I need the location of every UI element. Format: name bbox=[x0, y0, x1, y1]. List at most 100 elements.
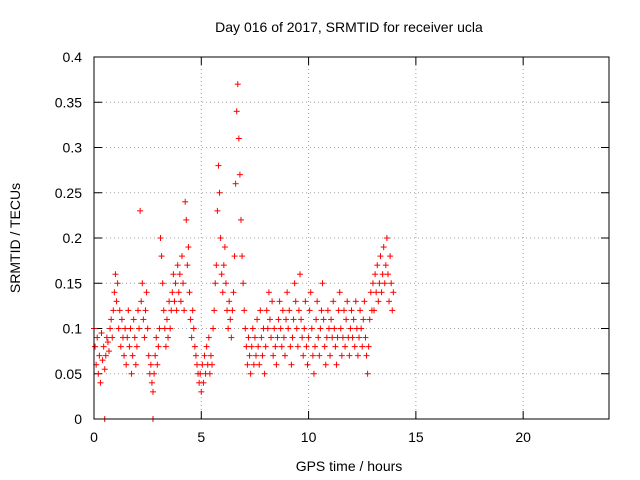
data-point bbox=[235, 135, 242, 142]
data-point bbox=[289, 334, 296, 341]
data-point bbox=[310, 370, 317, 377]
data-point bbox=[172, 280, 179, 287]
data-point bbox=[222, 280, 229, 287]
data-point bbox=[287, 343, 294, 350]
data-point bbox=[140, 316, 147, 323]
data-point bbox=[344, 298, 351, 305]
data-point bbox=[365, 343, 372, 350]
data-point bbox=[122, 325, 129, 332]
y-tick-label: 0.05 bbox=[55, 366, 82, 382]
data-point bbox=[111, 289, 118, 296]
data-point bbox=[334, 334, 341, 341]
data-point bbox=[170, 271, 177, 278]
data-point bbox=[321, 343, 328, 350]
data-point bbox=[137, 207, 144, 214]
data-point bbox=[162, 343, 169, 350]
data-point bbox=[186, 289, 193, 296]
data-point bbox=[187, 316, 194, 323]
data-point bbox=[378, 289, 385, 296]
data-point bbox=[241, 307, 248, 314]
data-point bbox=[233, 108, 240, 115]
data-point bbox=[240, 280, 247, 287]
x-axis-ticks: 0 5 10 15 20 bbox=[90, 57, 531, 445]
data-point bbox=[387, 253, 394, 260]
data-point bbox=[332, 343, 339, 350]
data-point bbox=[210, 325, 217, 332]
data-point bbox=[221, 244, 228, 251]
data-point bbox=[167, 325, 174, 332]
data-point bbox=[123, 361, 130, 368]
data-point bbox=[110, 307, 117, 314]
data-point bbox=[295, 307, 302, 314]
chart-title: Day 016 of 2017, SRMTID for receiver ucl… bbox=[215, 19, 483, 35]
data-point bbox=[285, 325, 292, 332]
data-point bbox=[232, 180, 239, 187]
data-point bbox=[379, 271, 386, 278]
data-point bbox=[174, 262, 181, 269]
data-point bbox=[117, 343, 124, 350]
y-tick-label: 0.3 bbox=[63, 140, 83, 156]
data-point bbox=[348, 307, 355, 314]
data-point bbox=[304, 361, 311, 368]
data-point bbox=[97, 379, 104, 386]
data-point bbox=[291, 280, 298, 287]
data-point bbox=[383, 235, 390, 241]
data-point bbox=[131, 334, 138, 341]
data-point bbox=[272, 343, 279, 350]
data-point bbox=[101, 366, 108, 373]
data-point bbox=[107, 325, 114, 332]
data-point bbox=[284, 289, 291, 296]
data-point bbox=[145, 352, 152, 359]
data-point bbox=[309, 352, 316, 359]
data-point bbox=[198, 388, 205, 395]
x-tick-label: 10 bbox=[301, 429, 317, 445]
data-point bbox=[299, 334, 306, 341]
data-point bbox=[331, 325, 338, 332]
plot-frame bbox=[93, 56, 610, 420]
data-point bbox=[207, 352, 214, 359]
data-point bbox=[121, 352, 128, 359]
data-point bbox=[112, 271, 119, 278]
data-point bbox=[294, 343, 301, 350]
data-point bbox=[278, 343, 285, 350]
data-point bbox=[216, 189, 223, 196]
data-point bbox=[340, 307, 347, 314]
data-point bbox=[212, 280, 219, 287]
data-point bbox=[325, 325, 332, 332]
data-point bbox=[127, 325, 134, 332]
data-point bbox=[142, 307, 149, 314]
data-point bbox=[129, 352, 136, 359]
data-point bbox=[254, 316, 261, 323]
data-point bbox=[188, 334, 195, 341]
data-point bbox=[169, 289, 176, 296]
data-point bbox=[381, 280, 388, 287]
data-point bbox=[319, 280, 326, 287]
data-point bbox=[166, 298, 173, 305]
data-point bbox=[147, 361, 154, 368]
data-point bbox=[244, 361, 251, 368]
y-tick-label: 0.4 bbox=[63, 49, 83, 65]
data-point bbox=[153, 334, 160, 341]
data-point bbox=[118, 316, 125, 323]
data-point bbox=[211, 307, 218, 314]
data-point bbox=[314, 298, 321, 305]
data-point bbox=[350, 316, 357, 323]
data-point bbox=[102, 352, 109, 359]
data-point bbox=[271, 325, 278, 332]
data-point bbox=[106, 348, 113, 355]
data-point bbox=[300, 352, 307, 359]
data-point bbox=[290, 316, 297, 323]
data-point bbox=[384, 271, 391, 278]
data-point bbox=[116, 307, 123, 314]
data-point bbox=[190, 325, 197, 332]
data-point bbox=[307, 289, 314, 296]
data-point bbox=[264, 325, 271, 332]
data-point bbox=[269, 298, 276, 305]
data-point bbox=[329, 334, 336, 341]
data-point bbox=[347, 325, 354, 332]
data-point bbox=[275, 316, 282, 323]
data-point bbox=[157, 235, 164, 241]
data-point bbox=[200, 379, 207, 386]
data-point bbox=[268, 334, 275, 341]
data-point bbox=[209, 361, 216, 368]
